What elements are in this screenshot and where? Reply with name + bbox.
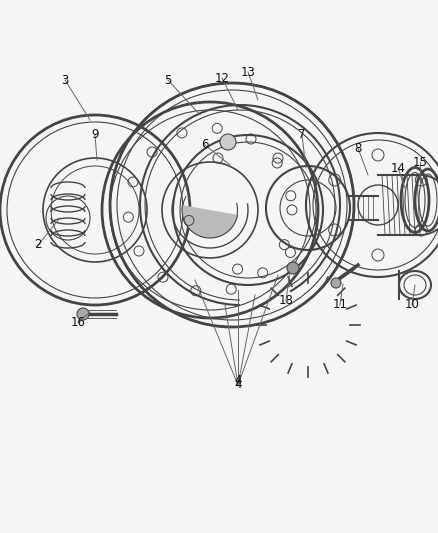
Text: 3: 3 (61, 74, 69, 86)
Text: 4: 4 (234, 378, 242, 392)
Text: 9: 9 (91, 128, 99, 141)
Text: 15: 15 (413, 156, 427, 168)
Text: 18: 18 (279, 294, 293, 306)
Text: 5: 5 (164, 74, 172, 86)
Text: 12: 12 (215, 71, 230, 85)
Text: 2: 2 (34, 238, 42, 252)
Text: 11: 11 (332, 298, 347, 311)
Text: 13: 13 (240, 66, 255, 78)
Text: 7: 7 (298, 128, 306, 141)
Text: 8: 8 (354, 141, 362, 155)
Polygon shape (182, 205, 237, 238)
Circle shape (331, 278, 341, 288)
Text: 14: 14 (391, 161, 406, 174)
Text: 4: 4 (234, 374, 242, 386)
Circle shape (220, 134, 236, 150)
Text: 6: 6 (201, 139, 209, 151)
Text: 10: 10 (405, 298, 420, 311)
Circle shape (287, 262, 299, 274)
Text: 16: 16 (71, 316, 85, 328)
Circle shape (77, 308, 89, 320)
